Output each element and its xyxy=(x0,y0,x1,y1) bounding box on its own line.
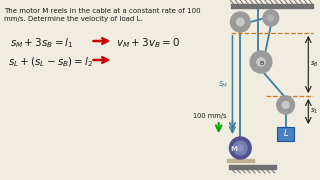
Text: $s_1$: $s_1$ xyxy=(310,107,318,116)
Text: B: B xyxy=(260,60,264,66)
Circle shape xyxy=(230,12,250,32)
Circle shape xyxy=(236,18,244,26)
Circle shape xyxy=(229,137,251,159)
Circle shape xyxy=(277,96,294,114)
Text: 100 mm/s: 100 mm/s xyxy=(193,113,227,119)
Text: $s_B$: $s_B$ xyxy=(310,60,319,69)
Text: $v_M + 3v_B = 0$: $v_M + 3v_B = 0$ xyxy=(116,36,180,50)
Text: The motor M reels in the cable at a constant rate of 100: The motor M reels in the cable at a cons… xyxy=(4,8,201,14)
Text: L: L xyxy=(283,129,288,138)
Text: $s_M +3s_B = l_1$: $s_M +3s_B = l_1$ xyxy=(10,36,74,50)
Text: $s_M$: $s_M$ xyxy=(218,80,228,90)
Circle shape xyxy=(250,51,272,73)
Circle shape xyxy=(282,102,289,108)
Circle shape xyxy=(263,10,279,26)
Circle shape xyxy=(257,58,265,66)
FancyBboxPatch shape xyxy=(277,127,294,141)
Text: mm/s. Determine the velocity of load L.: mm/s. Determine the velocity of load L. xyxy=(4,16,143,22)
Circle shape xyxy=(233,141,247,155)
Text: $s_L + (s_L - s_B) = l_2$: $s_L + (s_L - s_B) = l_2$ xyxy=(8,55,93,69)
Text: M: M xyxy=(230,146,237,152)
Circle shape xyxy=(237,145,243,151)
Circle shape xyxy=(268,15,274,21)
